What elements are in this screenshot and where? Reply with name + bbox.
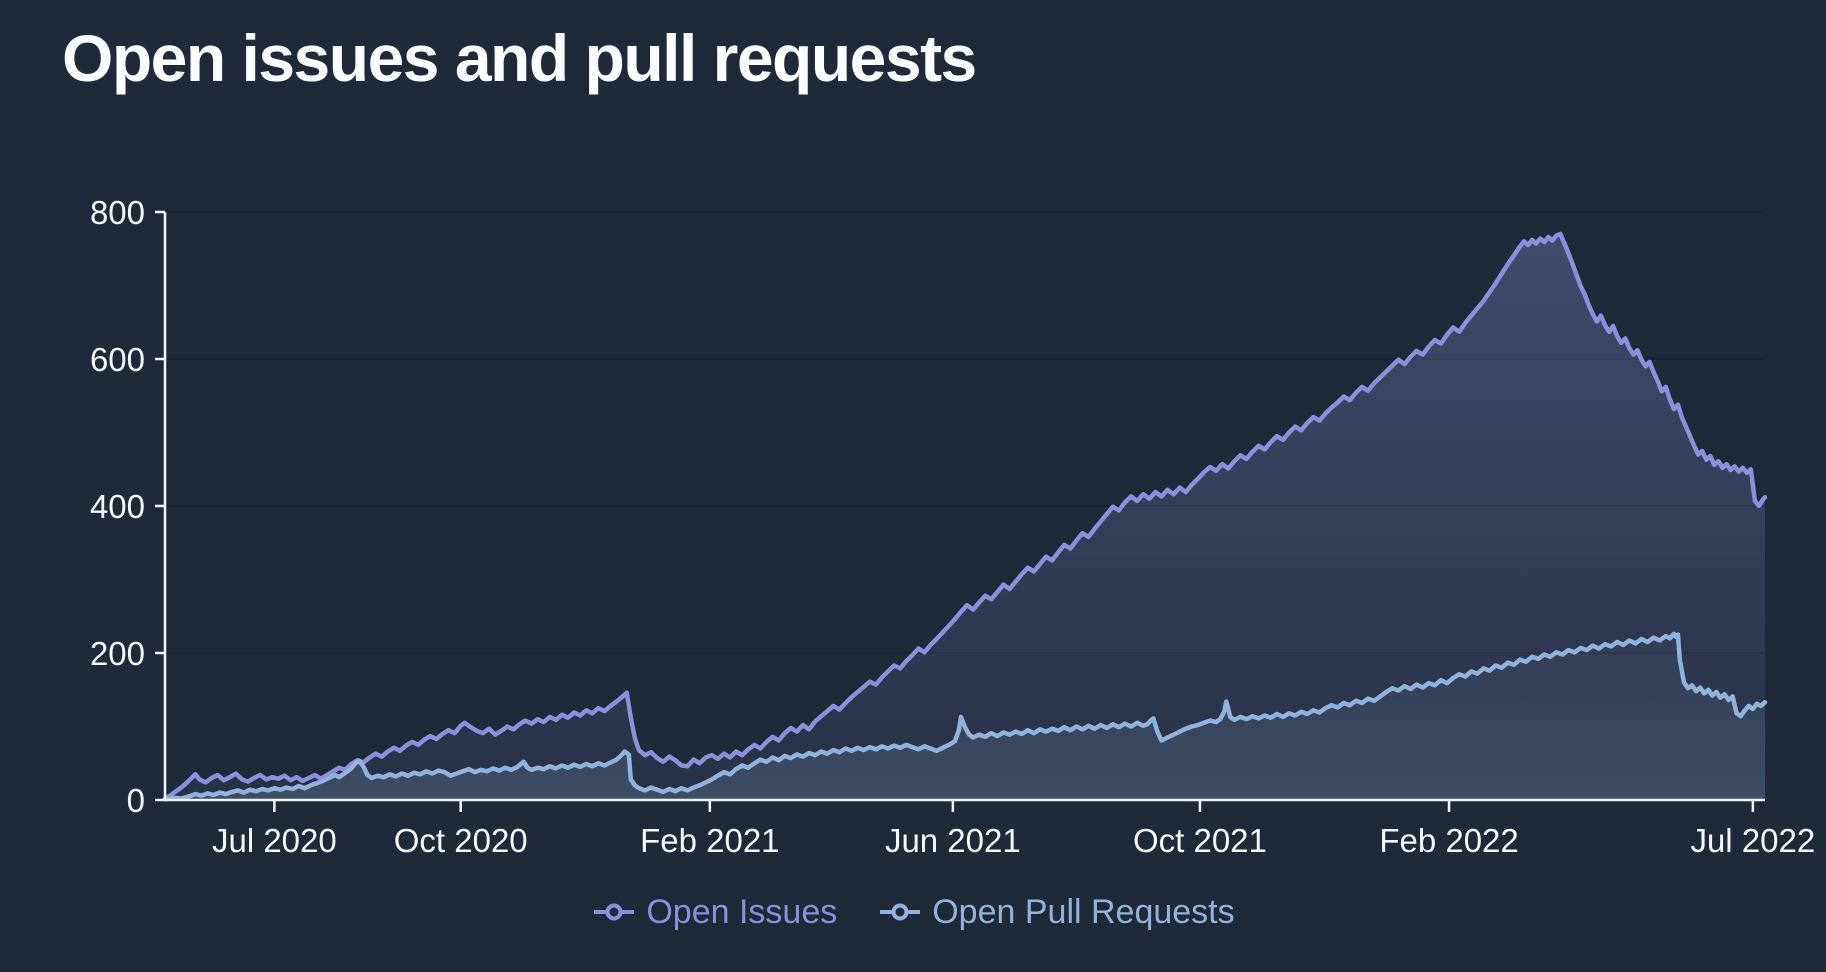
y-tick-label-600: 600	[90, 341, 145, 378]
x-tick-label-jul-2020: Jul 2020	[212, 822, 337, 859]
x-tick-label-feb-2021: Feb 2021	[640, 822, 779, 859]
y-tick-label-0: 0	[127, 782, 145, 819]
legend-item-open-pull-requests[interactable]: Open Pull Requests	[877, 893, 1235, 931]
x-tick-label-feb-2022: Feb 2022	[1379, 822, 1518, 859]
page-title: Open issues and pull requests	[62, 21, 977, 95]
line-circle-marker-icon	[880, 903, 921, 921]
chart-legend: Open Issues Open Pull Requests	[0, 895, 1826, 929]
line-circle-marker-icon	[594, 903, 635, 921]
y-tick-label-200: 200	[90, 635, 145, 672]
legend-label-open-issues: Open Issues	[646, 893, 838, 931]
open-issues-line	[162, 231, 1768, 801]
plot-area[interactable]	[165, 212, 1765, 800]
legend-item-open-issues[interactable]: Open Issues	[591, 895, 837, 929]
y-tick-label-800: 800	[90, 194, 145, 231]
legend-label-open-pull-requests: Open Pull Requests	[932, 893, 1235, 931]
open-issues-area	[165, 234, 1765, 800]
x-tick-label-oct-2020: Oct 2020	[394, 822, 528, 859]
x-tick-label-jun-2021: Jun 2021	[885, 822, 1021, 859]
x-tick-label-oct-2021: Oct 2021	[1133, 822, 1267, 859]
open-pull-requests-line	[162, 631, 1768, 802]
x-tick-label-jul-2022: Jul 2022	[1690, 822, 1815, 859]
open-pull-requests-area	[165, 633, 1765, 800]
y-tick-label-400: 400	[90, 488, 145, 525]
